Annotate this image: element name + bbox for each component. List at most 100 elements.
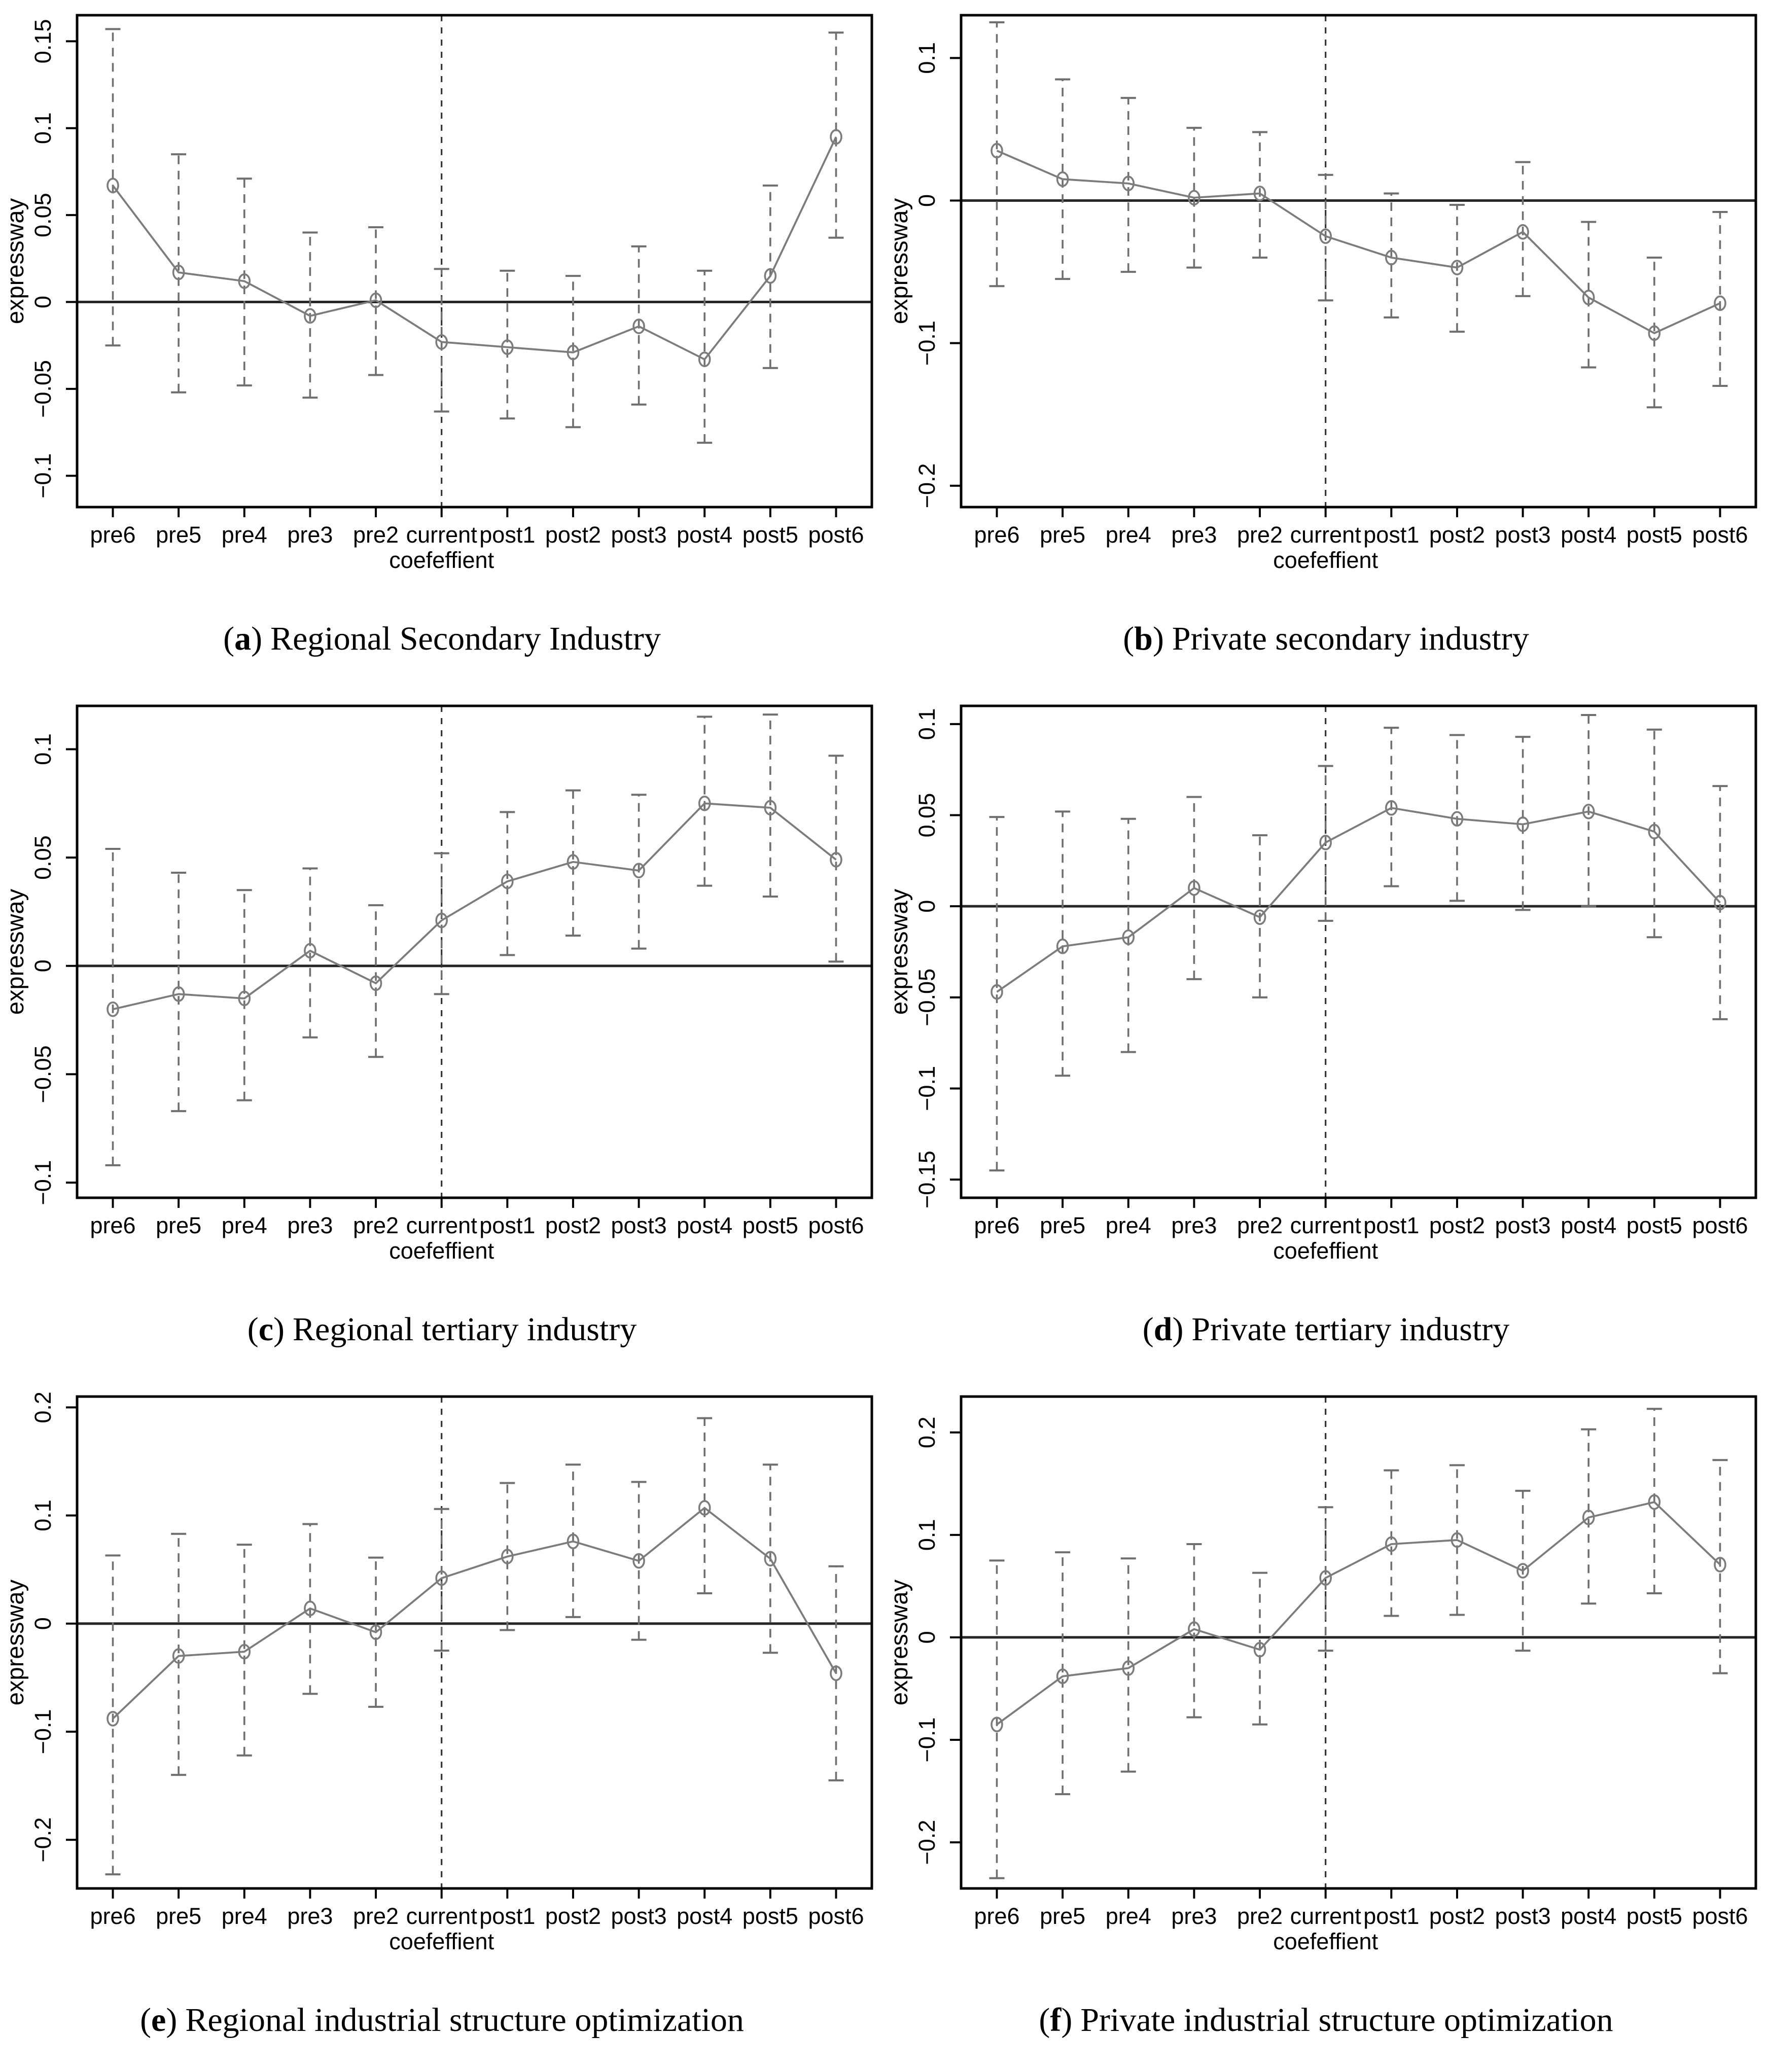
y-axis: −0.1 −0.05 0 0.05 0.1 <box>30 733 77 1205</box>
panel-e-regional-industrial-structure-optimization: pre6 pre5 pre4 pre3 pre2 current coefeffient po… <box>0 1381 884 2072</box>
svg-text:post1: post1 <box>479 522 535 548</box>
svg-text:current: current <box>406 1212 478 1238</box>
svg-text:current: current <box>406 1903 478 1929</box>
svg-text:coefeffient: coefeffient <box>389 1928 494 1954</box>
panel-a-regional-secondary-industry: pre6 pre5 pre4 pre3 pre2 current coefeffient po… <box>0 0 884 691</box>
svg-text:−0.1: −0.1 <box>30 1709 56 1754</box>
svg-text:0.1: 0.1 <box>914 1519 940 1551</box>
svg-text:−0.2: −0.2 <box>914 1820 940 1865</box>
plot-frame <box>960 14 1757 509</box>
caption-d-close-paren: ) <box>1172 1311 1184 1348</box>
caption-d-letter: d <box>1153 1311 1173 1348</box>
plot-frame <box>960 1395 1757 1890</box>
chart-b-private-secondary-industry: pre6 pre5 pre4 pre3 pre2 currentcoefeffientpo… <box>886 14 1757 573</box>
x-axis: pre6 pre5 pre4 pre3 pre2 currentcoefeffientpo… <box>90 1888 864 1954</box>
svg-text:post4: post4 <box>677 522 732 548</box>
data-points <box>107 129 842 367</box>
svg-text:pre4: pre4 <box>222 1212 267 1238</box>
svg-text:post5: post5 <box>1626 1903 1682 1929</box>
svg-text:post6: post6 <box>808 1903 864 1929</box>
y-axis-label: expressway <box>2 888 28 1015</box>
svg-text:current: current <box>1290 522 1362 548</box>
caption-f-open-paren: ( <box>1039 2002 1050 2039</box>
svg-text:pre3: pre3 <box>1171 1903 1217 1929</box>
caption-c-letter: c <box>258 1311 274 1348</box>
svg-text:−0.2: −0.2 <box>914 463 940 508</box>
svg-text:0.2: 0.2 <box>30 1391 56 1423</box>
data-points <box>107 1500 842 1727</box>
svg-text:0.1: 0.1 <box>30 1499 56 1531</box>
svg-text:0: 0 <box>30 296 56 308</box>
svg-text:post4: post4 <box>677 1212 732 1238</box>
plot-frame <box>76 1395 873 1890</box>
y-axis-label: expressway <box>2 1579 28 1705</box>
svg-text:post5: post5 <box>1626 1212 1682 1238</box>
caption-c-close-paren: ) <box>273 1311 285 1348</box>
plot-frame <box>76 14 873 509</box>
svg-text:0.1: 0.1 <box>30 733 56 765</box>
caption-e: (e) Regional industrial structure optimiz… <box>140 2001 744 2040</box>
svg-text:pre2: pre2 <box>1237 1212 1283 1238</box>
svg-text:pre5: pre5 <box>1040 1212 1085 1238</box>
caption-a-letter: a <box>234 620 252 657</box>
svg-text:post6: post6 <box>1692 1903 1748 1929</box>
svg-text:0.1: 0.1 <box>914 708 940 740</box>
svg-text:0: 0 <box>914 194 940 207</box>
chart-d-private-tertiary-industry: pre6 pre5 pre4 pre3 pre2 currentcoefeffientpo… <box>886 704 1757 1264</box>
coefficient-series-line <box>996 1501 1721 1726</box>
caption-b-open-paren: ( <box>1123 620 1135 657</box>
svg-text:post5: post5 <box>742 1903 798 1929</box>
svg-text:−0.2: −0.2 <box>30 1817 56 1863</box>
svg-text:−0.1: −0.1 <box>914 1718 940 1763</box>
svg-text:pre5: pre5 <box>156 522 201 548</box>
svg-text:pre6: pre6 <box>974 522 1019 548</box>
caption-f-letter: f <box>1050 2002 1062 2039</box>
y-axis: −0.2 −0.1 0 0.1 <box>914 42 961 508</box>
svg-text:post2: post2 <box>1429 1903 1485 1929</box>
chart-e-regional-industrial-structure-optimization: pre6 pre5 pre4 pre3 pre2 currentcoefeffientpo… <box>2 1391 873 1954</box>
y-axis: −0.15 −0.1 −0.05 0 0.05 0.1 <box>914 708 961 1208</box>
chart-a-regional-secondary-industry: pre6 pre5 pre4 pre3 pre2 currentcoefeffientpo… <box>2 14 873 573</box>
svg-text:pre5: pre5 <box>1040 522 1085 548</box>
svg-text:coefeffient: coefeffient <box>1273 547 1378 573</box>
svg-text:0.15: 0.15 <box>30 19 56 64</box>
caption-e-close-paren: ) <box>166 2002 178 2039</box>
x-axis: pre6 pre5 pre4 pre3 pre2 currentcoefeffientpo… <box>974 507 1748 573</box>
y-axis: −0.1 −0.05 0 0.05 0.1 0.15 <box>30 19 77 498</box>
svg-text:0.1: 0.1 <box>30 113 56 145</box>
error-bars <box>989 713 1728 1172</box>
svg-text:pre6: pre6 <box>90 1903 135 1929</box>
svg-text:post3: post3 <box>611 1903 667 1929</box>
svg-text:post2: post2 <box>545 1903 601 1929</box>
svg-text:pre2: pre2 <box>353 1903 399 1929</box>
svg-text:post2: post2 <box>545 522 601 548</box>
svg-text:current: current <box>406 522 478 548</box>
svg-text:0.05: 0.05 <box>914 793 940 838</box>
svg-text:pre4: pre4 <box>1106 522 1151 548</box>
error-bars <box>989 1408 1728 1879</box>
svg-text:−0.05: −0.05 <box>914 969 940 1026</box>
caption-e-text: Regional industrial structure optimizati… <box>185 2002 744 2039</box>
svg-text:pre4: pre4 <box>1106 1212 1151 1238</box>
svg-text:0: 0 <box>914 900 940 913</box>
y-axis: −0.2 −0.1 0 0.1 0.2 <box>914 1416 961 1865</box>
svg-text:post4: post4 <box>1561 522 1616 548</box>
data-points <box>991 800 1726 1000</box>
svg-text:pre3: pre3 <box>287 1212 333 1238</box>
data-points <box>107 795 842 1017</box>
svg-text:0: 0 <box>30 959 56 972</box>
coefficient-series-line <box>996 150 1721 335</box>
svg-text:pre3: pre3 <box>287 522 333 548</box>
coefficient-series-line <box>112 136 837 361</box>
error-bars <box>105 28 844 444</box>
svg-text:post1: post1 <box>1363 1903 1419 1929</box>
svg-text:−0.05: −0.05 <box>30 1045 56 1103</box>
caption-c-text: Regional tertiary industry <box>293 1311 637 1348</box>
svg-text:pre4: pre4 <box>1106 1903 1151 1929</box>
error-bars <box>989 21 1728 409</box>
plot-frame <box>960 704 1757 1199</box>
svg-text:coefeffient: coefeffient <box>389 547 494 573</box>
caption-d-text: Private tertiary industry <box>1191 1311 1510 1348</box>
svg-text:pre3: pre3 <box>1171 1212 1217 1238</box>
